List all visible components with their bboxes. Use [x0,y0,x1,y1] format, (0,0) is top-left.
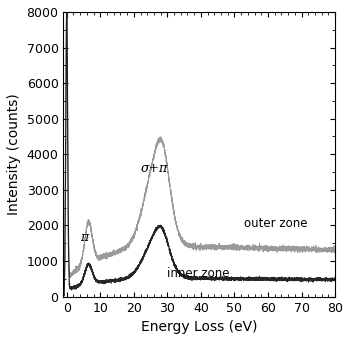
Text: π: π [80,232,88,244]
X-axis label: Energy Loss (eV): Energy Loss (eV) [141,320,258,334]
Text: outer zone: outer zone [245,217,308,230]
Y-axis label: Intensity (counts): Intensity (counts) [7,93,21,215]
Text: σ+π: σ+π [140,162,168,175]
Text: inner zone: inner zone [167,267,230,280]
